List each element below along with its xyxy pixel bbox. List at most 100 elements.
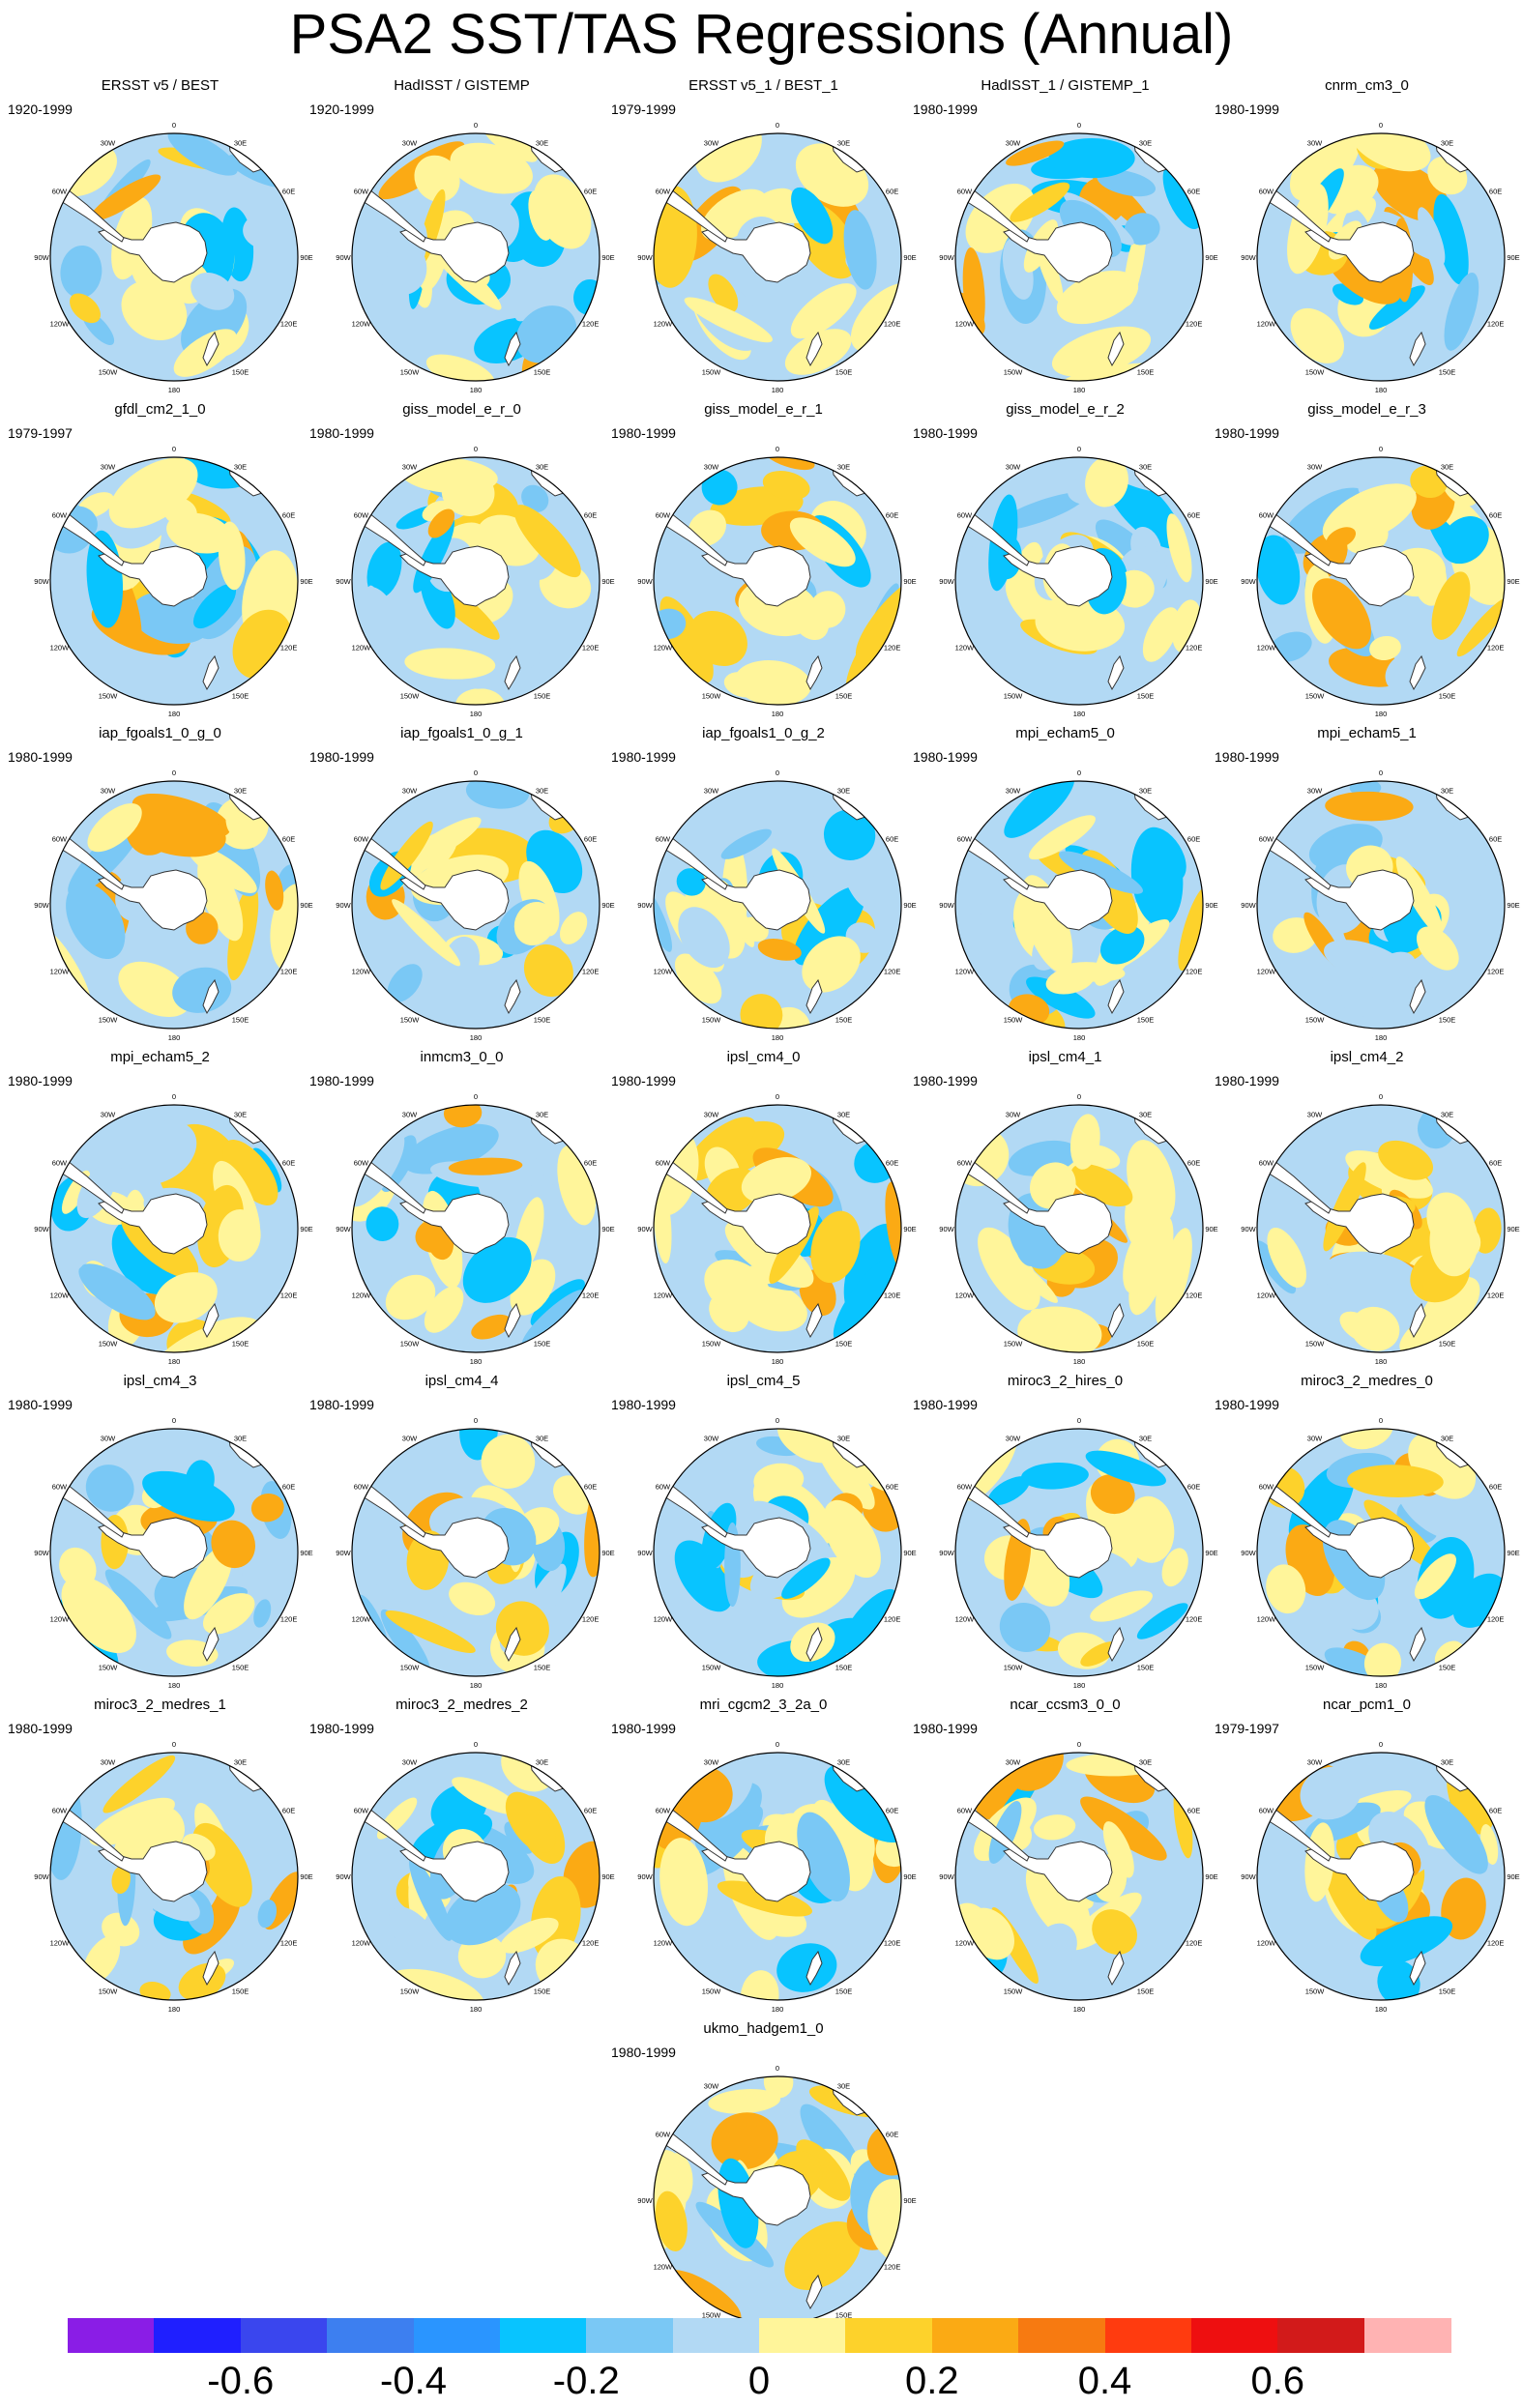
panel-period: 1920-1999 [309,102,374,117]
longitude-label: 120E [884,1615,901,1624]
longitude-label: 90W [1241,901,1256,910]
regression-shading [211,1520,256,1569]
longitude-label: 60W [1259,1807,1274,1815]
regression-shading [1085,1450,1166,1487]
longitude-label: 90W [336,577,351,586]
regression-shading [793,885,865,966]
longitude-label: 30E [234,1757,247,1766]
panel-title: ipsl_cm4_3 [123,1373,197,1389]
map-boundary [653,1752,902,2001]
panel-period: 1980-1999 [913,425,978,441]
longitude-label: 60E [584,1159,597,1168]
longitude-label: 120E [582,644,600,653]
longitude-label: 90E [601,577,614,586]
longitude-label: 60E [886,835,898,844]
longitude-label: 120E [582,1291,600,1300]
longitude-label: 60W [656,511,671,520]
longitude-label: 0 [474,1416,478,1425]
regression-shading [761,457,815,471]
longitude-label: 150W [1305,1016,1326,1025]
longitude-label: 30E [234,1110,247,1118]
colorbar-swatch [413,2318,501,2353]
map-boundary [653,456,902,706]
longitude-label: 120E [582,1939,600,1948]
longitude-label: 60W [957,1159,973,1168]
regression-shading [1178,886,1203,972]
map-panel: ipsl_cm4_2 1980-1999 0 30E 60E 90E 120E 150E 180… [1215,1049,1520,1372]
longitude-label: 60E [282,835,295,844]
longitude-label: 60W [354,835,369,844]
longitude-label: 150W [702,1664,722,1672]
longitude-label: 30E [1441,786,1453,795]
longitude-label: 180 [1073,386,1086,394]
regression-shading [724,1220,814,1289]
new-zealand-landmass [1107,978,1125,1015]
regression-shading [708,2089,781,2114]
map-panel: HadISST_1 / GISTEMP_1 1980-1999 0 30E 60E 90E… [913,77,1218,400]
panel-title: cnrm_cm3_0 [1325,77,1409,94]
longitude-label: 150W [702,2311,722,2320]
longitude-label: 30W [101,462,116,471]
map-boundary [49,1752,299,2001]
regression-shading [265,870,284,911]
longitude-label: 150W [400,368,421,377]
longitude-label: 90E [601,1549,614,1557]
longitude-label: 30E [1441,1757,1453,1766]
longitude-label: 60E [1187,1159,1200,1168]
regression-shading [1398,815,1443,861]
longitude-label: 150E [232,1664,249,1672]
regression-shading [843,210,877,290]
regression-shading [995,492,1087,531]
panel-period: 1980-1999 [611,1721,676,1736]
regression-shading [366,541,402,598]
longitude-label: 60E [584,835,597,844]
longitude-label: 30W [101,1434,116,1442]
regression-shading [132,592,212,645]
longitude-label: 90W [637,901,653,910]
antarctica-landmass [1304,1193,1415,1255]
longitude-label: 90E [903,1225,916,1233]
longitude-label: 180 [1073,710,1086,718]
regression-shading [734,660,811,705]
regression-shading [688,610,747,667]
longitude-label: 90E [1507,577,1519,586]
regression-shading [1341,977,1395,1017]
antarctica-landmass [1304,1841,1415,1902]
panel-period: 1980-1999 [1215,1073,1279,1088]
longitude-label: 150E [835,1664,853,1672]
map-boundary [653,1104,902,1353]
regression-shading [676,868,706,896]
regression-shading [1395,856,1443,936]
new-zealand-landmass [1107,1302,1125,1339]
longitude-label: 150E [534,1664,551,1672]
longitude-label: 180 [1375,1357,1388,1366]
regression-shading [1379,951,1416,979]
longitude-label: 180 [772,2005,784,2014]
antarctica-landmass [98,1517,208,1579]
map-boundary [351,780,600,1030]
polar-stereographic-map: 0 30E 60E 90E 120E 150E 180 150W 120W 90W 60W 30W [939,1740,1217,2014]
longitude-label: 30E [536,786,548,795]
longitude-label: 90W [336,1225,351,1233]
longitude-label: 60E [584,1483,597,1492]
longitude-label: 90E [1507,1872,1519,1881]
longitude-label: 30E [837,462,850,471]
regression-shading [1028,815,1096,860]
panel-title: iap_fgoals1_0_g_1 [400,725,523,741]
regression-shading [1036,1923,1077,1970]
new-zealand-landmass [1107,654,1125,691]
longitude-label: 180 [168,1033,181,1042]
panel-period: 1980-1999 [913,102,978,117]
longitude-label: 0 [474,1740,478,1749]
longitude-label: 120W [352,1939,372,1948]
longitude-label: 60W [52,1807,68,1815]
longitude-label: 150W [702,368,722,377]
panel-title: giss_model_e_r_2 [1006,401,1125,418]
panel-title: miroc3_2_medres_0 [1301,1373,1433,1389]
panel-period: 1980-1999 [309,1397,374,1412]
polar-stereographic-map: 0 30E 60E 90E 120E 150E 180 150W 120W 90W 60W 30W [939,1092,1217,1366]
colorbar-tick-label: 0.2 [904,2360,959,2402]
new-zealand-landmass [1409,978,1426,1015]
map-boundary [1256,132,1506,382]
regression-shading [978,1227,1040,1311]
